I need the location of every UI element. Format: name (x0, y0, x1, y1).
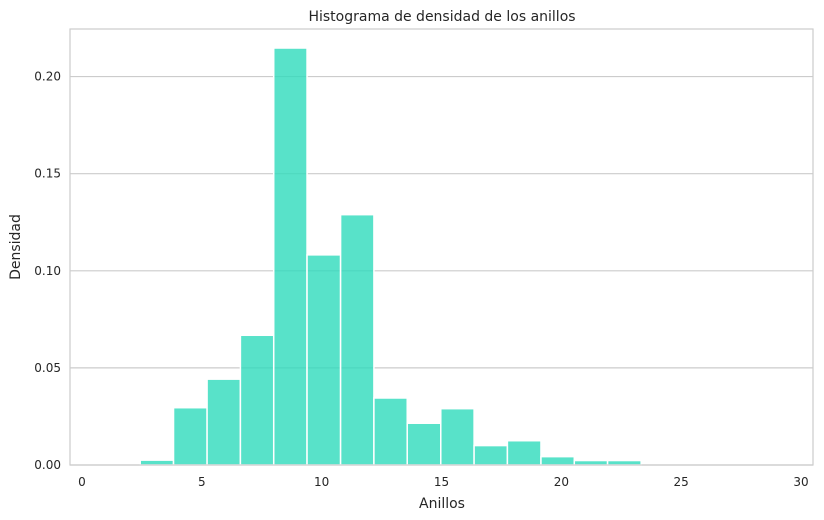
x-tick-label: 5 (198, 475, 206, 489)
histogram-bar (573, 459, 609, 466)
chart-title: Histograma de densidad de los anillos (308, 9, 575, 25)
histogram-bar (172, 406, 208, 466)
gridlines (70, 75, 813, 466)
y-tick-labels: 0.00 0.05 0.10 0.15 0.20 (34, 70, 61, 472)
y-tick-label: 0.10 (34, 264, 61, 278)
x-tick-label: 30 (793, 475, 808, 489)
y-tick-label: 0.00 (34, 458, 61, 472)
histogram-bar (306, 254, 342, 466)
histogram-bar (239, 334, 275, 466)
histogram-bar (339, 213, 375, 466)
x-tick-labels: 0 5 10 15 20 25 30 (78, 475, 808, 489)
x-tick-label: 0 (78, 475, 86, 489)
histogram-bar (473, 444, 509, 466)
bars (139, 47, 642, 466)
histogram-bar (540, 455, 576, 466)
y-axis-title: Densidad (8, 214, 24, 280)
y-tick-label: 0.20 (34, 70, 61, 84)
x-tick-label: 15 (434, 475, 449, 489)
x-tick-label: 20 (554, 475, 569, 489)
x-tick-label: 25 (674, 475, 689, 489)
y-tick-label: 0.05 (34, 361, 61, 375)
histogram-bar (139, 459, 175, 466)
histogram-bar (272, 47, 308, 466)
histogram-bar (206, 378, 242, 466)
x-axis-title: Anillos (419, 496, 465, 512)
histogram-bar (506, 439, 542, 466)
histogram-bar (606, 459, 642, 466)
plot-frame (69, 28, 814, 466)
x-tick-label: 10 (314, 475, 329, 489)
y-tick-label: 0.15 (34, 167, 61, 181)
histogram-bar (440, 407, 475, 466)
histogram-bar (406, 422, 442, 466)
histogram-bar (373, 397, 408, 466)
